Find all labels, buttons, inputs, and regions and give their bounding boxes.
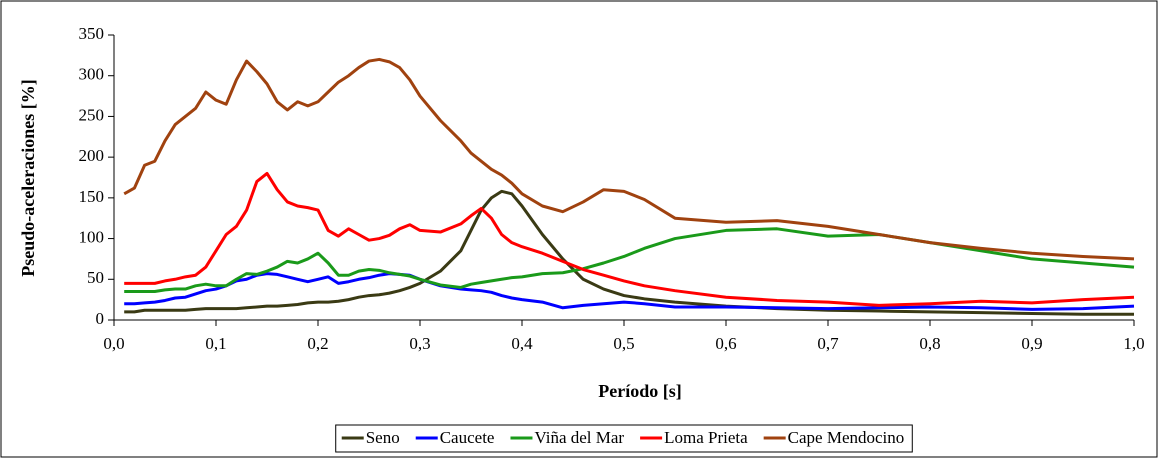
series-line [124, 171, 1135, 307]
x-tick-label: 0,0 [103, 334, 124, 353]
y-tick-label: 300 [79, 65, 105, 84]
y-axis-title: Pseudo-aceleraciones [%] [18, 79, 38, 276]
legend-label: Cape Mendocino [788, 428, 905, 447]
y-tick-label: 0 [96, 309, 105, 328]
x-tick-label: 0,3 [409, 334, 430, 353]
x-tick-label: 0,8 [919, 334, 940, 353]
legend-label: Loma Prieta [664, 428, 748, 447]
legend-label: Viña del Mar [534, 428, 624, 447]
y-tick-label: 150 [79, 187, 105, 206]
y-tick-label: 250 [79, 105, 105, 124]
x-tick-label: 0,1 [205, 334, 226, 353]
y-tick-label: 200 [79, 146, 105, 165]
x-tick-label: 0,4 [511, 334, 533, 353]
y-tick-label: 350 [79, 24, 105, 43]
x-tick-label: 0,6 [715, 334, 736, 353]
x-tick-label: 1,0 [1123, 334, 1144, 353]
series-line [123, 57, 1135, 261]
x-tick-label: 0,5 [613, 334, 634, 353]
y-tick-label: 50 [87, 268, 104, 287]
x-axis-title: Período [s] [598, 381, 681, 401]
series-line [124, 189, 1134, 316]
x-tick-label: 0,2 [307, 334, 328, 353]
x-tick-label: 0,9 [1021, 334, 1042, 353]
legend-label: Seno [366, 428, 400, 447]
series-line [124, 227, 1135, 293]
x-tick-label: 0,7 [817, 334, 839, 353]
legend-label: Caucete [440, 428, 495, 447]
y-tick-label: 100 [79, 227, 105, 246]
